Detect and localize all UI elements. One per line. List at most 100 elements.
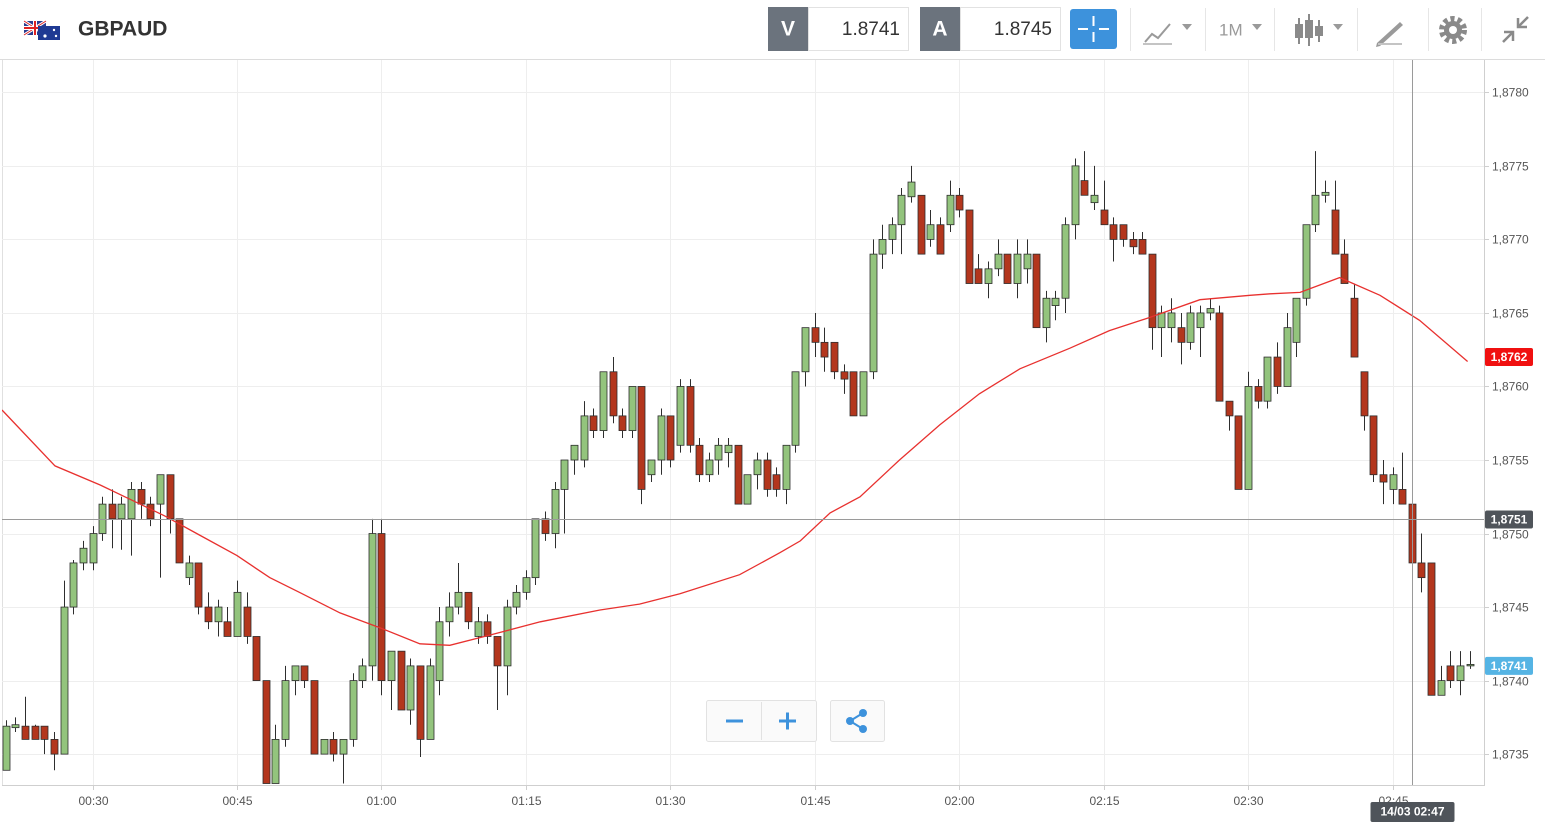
buy-label[interactable]: A: [932, 18, 947, 41]
candle-body-down: [1032, 253, 1041, 329]
candle-body-down: [666, 415, 675, 461]
candle-body-up: [387, 650, 396, 681]
share-button[interactable]: [846, 709, 867, 733]
candle-body-up: [368, 533, 377, 667]
collapse-button[interactable]: [1502, 16, 1529, 43]
flag-icon: [23, 19, 60, 40]
candle-body-up: [859, 371, 868, 417]
candle-body-down: [493, 636, 502, 667]
candle-body-up: [570, 444, 579, 461]
candle-body-up: [1071, 165, 1080, 226]
overlay: 1,8751 14/03 02:47 1,8762 1,8741: [2, 60, 1533, 822]
y-tick-label: 1,8775: [1492, 160, 1529, 174]
buy-price[interactable]: 1.8745: [994, 19, 1052, 40]
candle-body-up: [1263, 356, 1272, 402]
candle-body-down: [1417, 562, 1426, 579]
candle-body-down: [146, 503, 155, 520]
x-tick-label: 01:30: [655, 794, 685, 808]
indicator-button[interactable]: [1295, 14, 1343, 46]
candle-body-down: [223, 621, 232, 637]
candle-body-down: [609, 371, 618, 417]
candle-body-up: [1466, 664, 1475, 667]
candle-body-down: [1148, 253, 1157, 329]
candle-body-down: [734, 444, 743, 505]
candle-body-down: [917, 194, 926, 255]
candle-body-down: [1273, 356, 1282, 387]
draw-button[interactable]: [1376, 22, 1403, 47]
y-tick-label: 1,8745: [1492, 601, 1529, 615]
candle-body-up: [435, 621, 444, 681]
candle-body-down: [840, 371, 849, 380]
candle-body-up: [1456, 665, 1465, 681]
sell-price-box[interactable]: [808, 7, 909, 51]
candle-body-down: [763, 459, 772, 490]
sell-price[interactable]: 1.8741: [842, 19, 900, 40]
candle-body-up: [1302, 224, 1311, 299]
candle-body-up: [339, 739, 348, 755]
candle-body-up: [454, 591, 463, 608]
candle-body-down: [1350, 297, 1359, 358]
candle-body-down: [830, 341, 839, 373]
zoom-in-button[interactable]: [779, 712, 796, 730]
candle-body-up: [1023, 253, 1032, 270]
candle-body-down: [1379, 474, 1388, 483]
timeframe-button[interactable]: 1M: [1219, 20, 1262, 39]
candle-body-up: [445, 606, 454, 623]
y-tick-label: 1,8780: [1492, 86, 1529, 100]
timeframe[interactable]: 1M: [1219, 20, 1243, 39]
x-tick-label: 01:15: [511, 794, 541, 808]
sell-label[interactable]: V: [781, 18, 795, 41]
candle-body-up: [551, 489, 560, 534]
candle-body-down: [483, 621, 492, 637]
candle-body-down: [1129, 239, 1138, 248]
candle-body-up: [1013, 253, 1022, 284]
candle-body-up: [406, 665, 415, 711]
candle-body-down: [1254, 386, 1263, 402]
sell-label-box[interactable]: [768, 7, 808, 51]
candle-body-down: [262, 680, 271, 784]
sell-button[interactable]: V 1.8741: [768, 7, 909, 51]
candle-body-up: [599, 371, 608, 431]
candle-body-down: [589, 415, 598, 431]
candle-body-down: [31, 725, 40, 740]
candle-body-up: [474, 621, 483, 637]
candle-body-down: [1340, 253, 1349, 284]
candle-body-up: [1186, 312, 1195, 343]
settings-button[interactable]: [1439, 16, 1467, 44]
candle-body-up: [994, 253, 1003, 270]
candle-body-down: [166, 474, 175, 520]
candle-body-up: [2, 725, 11, 771]
x-tick-label: 01:00: [366, 794, 396, 808]
buy-button[interactable]: A 1.8745: [920, 7, 1061, 51]
candle-body-up: [531, 518, 540, 579]
candle-body-up: [320, 739, 329, 755]
candle-body-up: [1090, 194, 1099, 204]
candle-body-down: [1138, 239, 1147, 255]
buy-label-box[interactable]: [920, 7, 960, 51]
candle-body-down: [1215, 312, 1224, 402]
candle-body-up: [628, 386, 637, 431]
candle-body-down: [464, 591, 473, 623]
candle-body-up: [349, 680, 358, 740]
candle-body-up: [1061, 224, 1070, 299]
candle-body-down: [21, 725, 30, 740]
candle-body-up: [1206, 308, 1215, 314]
candle-body-up: [878, 239, 887, 255]
candle-body-up: [60, 606, 69, 755]
buy-price-box[interactable]: [960, 7, 1061, 51]
candle-body-up: [801, 327, 810, 373]
candle-body-up: [426, 665, 435, 740]
candle-body-up: [724, 444, 733, 454]
plot-area: [2, 151, 1475, 784]
candle-body-up: [705, 459, 714, 476]
candle-body-down: [965, 209, 974, 284]
chart-type-button[interactable]: [1143, 23, 1192, 45]
candle-body-up: [647, 459, 656, 476]
price-tag-box: [1485, 348, 1533, 367]
y-tick-label: 1,8755: [1492, 454, 1529, 468]
candle-body-down: [637, 386, 646, 490]
symbol: GBPAUD: [78, 18, 167, 41]
candle-body-down: [955, 194, 964, 211]
crosshair-button[interactable]: [1070, 9, 1117, 49]
